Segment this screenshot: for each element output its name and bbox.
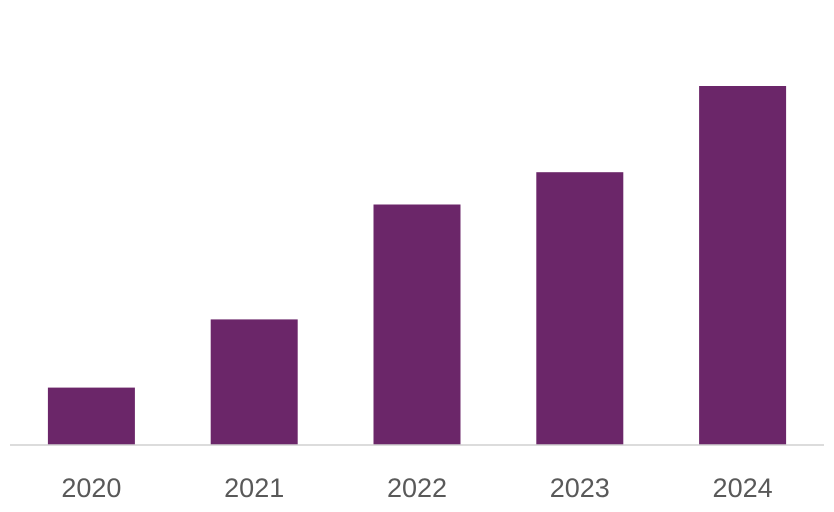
bar-2020 <box>47 387 135 445</box>
bar-2021 <box>210 319 298 445</box>
x-tick-label-2021: 2021 <box>224 473 284 503</box>
x-tick-label-2023: 2023 <box>550 473 610 503</box>
bars-layer <box>47 86 787 445</box>
x-tick-labels: 2020 2021 2022 2023 2024 <box>61 473 772 503</box>
bar-2024 <box>699 86 787 445</box>
x-tick-label-2020: 2020 <box>61 473 121 503</box>
bar-2023 <box>536 172 624 445</box>
x-tick-label-2024: 2024 <box>713 473 773 503</box>
x-tick-label-2022: 2022 <box>387 473 447 503</box>
bar-2022 <box>373 204 461 445</box>
